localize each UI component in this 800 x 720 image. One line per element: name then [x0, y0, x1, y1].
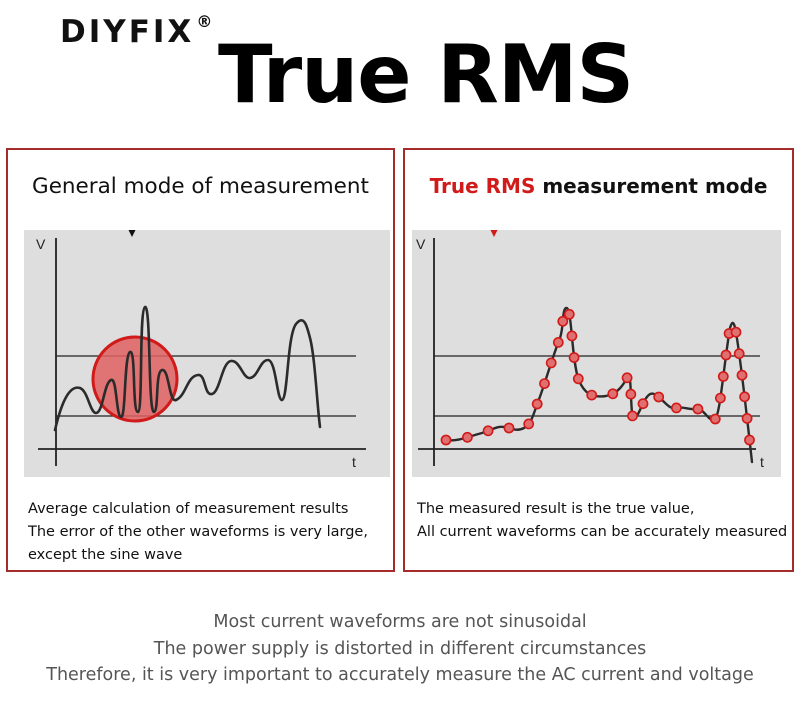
- y-axis-label: V: [416, 236, 426, 252]
- sample-point: [692, 403, 704, 415]
- sample-points: [440, 308, 755, 446]
- sample-point: [709, 413, 721, 425]
- sample-point: [741, 412, 753, 424]
- sample-point: [482, 425, 494, 437]
- sample-point: [736, 369, 748, 381]
- caption-line: Average calculation of measurement resul…: [28, 501, 349, 517]
- true-rms-panel: True RMS measurement mode V t The measur…: [403, 148, 794, 572]
- sample-point: [552, 337, 564, 348]
- sample-point: [720, 349, 732, 361]
- sample-point: [539, 378, 550, 389]
- down-arrow-icon: [490, 230, 498, 237]
- caption-line: All current waveforms can be accurately …: [417, 524, 788, 540]
- true-rms-title-accent: True RMS: [429, 174, 536, 198]
- footer-line: Therefore, it is very important to accur…: [46, 665, 754, 685]
- sample-point: [621, 372, 633, 384]
- sample-point: [531, 398, 543, 410]
- sample-point: [653, 391, 665, 403]
- true-rms-waveform: [444, 306, 754, 464]
- sample-point: [670, 402, 682, 414]
- sample-point: [625, 388, 637, 400]
- sample-point: [739, 391, 750, 403]
- brand-name: DIYFIX: [60, 14, 195, 50]
- down-arrow-icon: [128, 230, 136, 237]
- general-mode-caption: Average calculation of measurement resul…: [28, 498, 385, 567]
- sample-point: [572, 373, 584, 385]
- true-rms-title-rest: measurement mode: [535, 174, 768, 198]
- footer-line: Most current waveforms are not sinusoida…: [213, 612, 587, 632]
- sample-point: [717, 371, 729, 382]
- sample-point: [462, 431, 473, 443]
- sample-point: [568, 352, 580, 363]
- sample-point: [637, 398, 649, 410]
- general-mode-graph: V t: [24, 230, 390, 477]
- brand-logo: DIYFIX ®: [60, 12, 213, 50]
- sample-point: [627, 410, 638, 422]
- caption-line: The error of the other waveforms is very…: [28, 524, 368, 540]
- sample-point: [744, 434, 755, 446]
- sample-point: [714, 392, 726, 404]
- true-rms-graph: V t: [412, 230, 781, 477]
- y-axis-label: V: [36, 236, 46, 252]
- sample-point: [586, 389, 598, 401]
- sample-point: [557, 315, 569, 327]
- sample-point: [440, 434, 452, 446]
- caption-line: The measured result is the true value,: [417, 501, 695, 517]
- true-rms-caption: The measured result is the true value, A…: [417, 498, 788, 544]
- true-rms-title: True RMS measurement mode: [405, 174, 792, 198]
- x-axis-label: t: [352, 454, 356, 470]
- sample-point: [607, 388, 619, 400]
- registered-mark: ®: [196, 12, 213, 31]
- footer-text: Most current waveforms are not sinusoida…: [0, 609, 800, 689]
- x-axis-label: t: [760, 454, 764, 470]
- page-title: True RMS: [218, 28, 634, 121]
- caption-line: except the sine wave: [28, 547, 183, 563]
- sample-point: [545, 357, 557, 369]
- general-mode-panel: General mode of measurement V t Average …: [6, 148, 395, 572]
- general-waveform: [53, 305, 322, 432]
- sample-point: [730, 326, 742, 338]
- sample-point: [563, 308, 575, 320]
- sample-point: [733, 348, 745, 360]
- sample-point: [523, 418, 535, 430]
- general-mode-title: General mode of measurement: [32, 174, 369, 199]
- sample-point: [503, 422, 515, 434]
- footer-line: The power supply is distorted in differe…: [153, 638, 647, 659]
- sample-point: [566, 330, 578, 342]
